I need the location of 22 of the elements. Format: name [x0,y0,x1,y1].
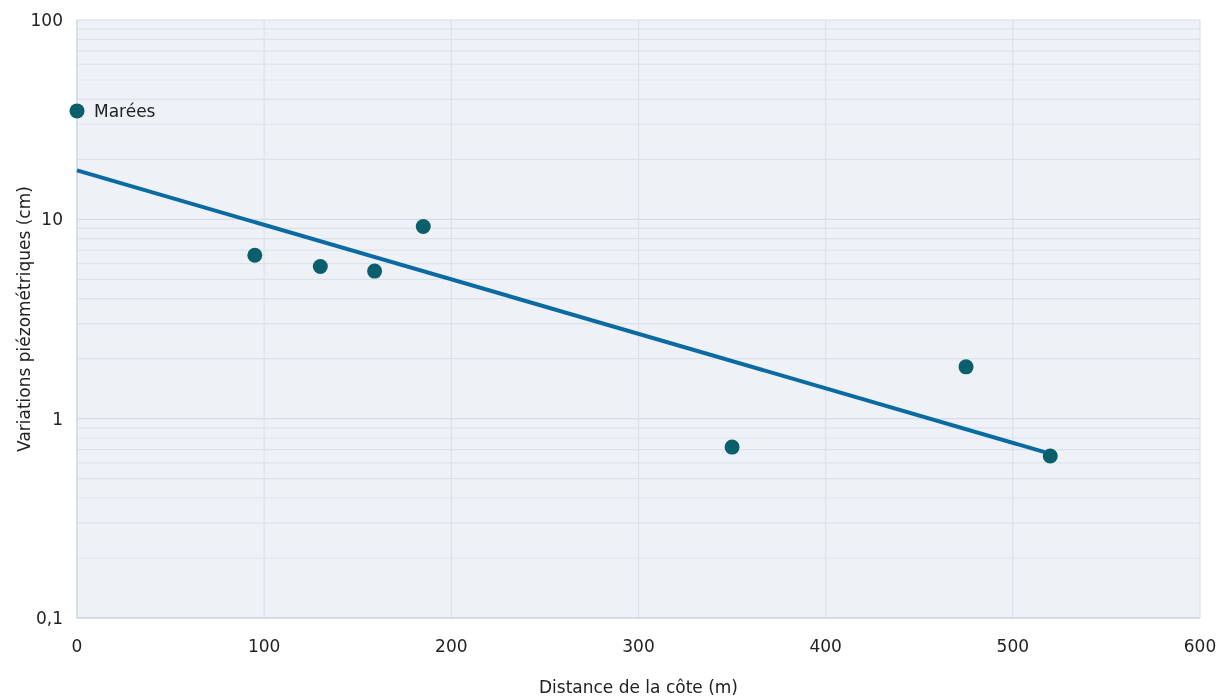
point [1042,448,1058,464]
point [69,103,85,119]
y-axis-title: Variations piézométriques (cm) [14,186,34,452]
x-tick-label: 400 [809,636,842,656]
point [958,359,974,375]
point [724,439,740,455]
y-tick-label: 100 [30,10,63,30]
point [367,263,383,279]
y-tick-label: 10 [41,209,63,230]
y-tick-label: 0,1 [35,608,63,628]
x-tick-label: 200 [435,636,468,656]
series-label: Marées [94,100,156,121]
x-tick-label: 100 [247,636,281,656]
x-tick-label: 600 [1183,636,1217,656]
y-tick-label: 1 [52,408,63,429]
x-tick-label: 0 [71,636,83,656]
x-tick-label: 300 [622,636,655,656]
x-tick-label: 500 [996,636,1030,656]
point [247,247,263,263]
point [415,219,431,235]
x-axis-title: Distance de la côte (m) [538,677,739,697]
point [312,258,328,274]
